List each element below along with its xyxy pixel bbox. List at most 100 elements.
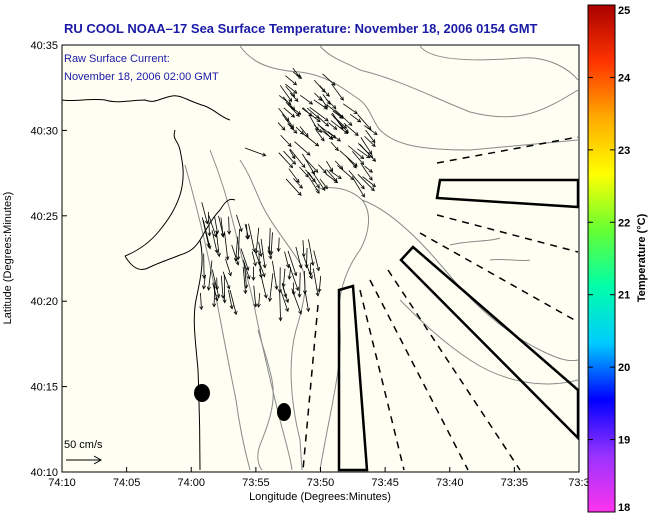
current-vector	[330, 120, 348, 134]
current-vector-head	[215, 230, 220, 235]
current-vector	[285, 178, 302, 196]
current-vector-head	[278, 317, 283, 322]
current-vector	[299, 126, 309, 137]
current-vector-head	[201, 285, 207, 290]
current-vector	[287, 104, 301, 115]
colorbar-tick-label: 20	[618, 362, 630, 374]
current-vector-head	[235, 261, 240, 266]
current-vector-head	[233, 257, 238, 262]
radial-dashed-lines	[302, 136, 579, 471]
current-vector-head	[226, 285, 231, 290]
current-vector-head	[207, 232, 212, 237]
current-vector	[215, 230, 220, 257]
current-vector-head	[357, 118, 362, 123]
current-vector-head	[323, 105, 328, 110]
current-vector-head	[245, 266, 250, 271]
current-vector	[308, 239, 314, 266]
current-vector-head	[334, 146, 339, 152]
current-vector	[236, 214, 243, 232]
current-vector	[212, 282, 218, 301]
colorbar-label: Temperature (°C)	[636, 213, 648, 302]
current-vector-head	[304, 264, 309, 269]
current-vector	[306, 107, 320, 119]
current-vector	[334, 160, 343, 170]
current-vector	[208, 215, 217, 237]
current-vector	[364, 165, 373, 173]
current-vector-head	[252, 248, 256, 253]
current-vector-head	[276, 248, 281, 253]
solid-wedges	[337, 178, 580, 472]
current-vector	[303, 256, 313, 279]
current-vector	[203, 274, 206, 289]
current-vector	[313, 250, 320, 271]
colorbar-tick-label: 18	[618, 502, 630, 514]
current-vector	[255, 227, 260, 254]
current-vector-head	[339, 96, 344, 101]
current-vector	[330, 141, 339, 151]
current-vector-head	[274, 285, 279, 291]
current-vector-head	[332, 105, 337, 110]
current-vector	[357, 173, 375, 191]
x-tick-label: 73:3	[568, 477, 589, 489]
current-vector-head	[285, 307, 289, 313]
current-vector	[301, 153, 315, 175]
current-vector-head	[325, 92, 330, 97]
current-vector	[318, 116, 329, 127]
current-vector	[326, 98, 337, 109]
current-vector	[207, 211, 210, 236]
current-vector-head	[222, 299, 227, 304]
current-vector-head	[267, 297, 273, 302]
colorbar-ticks: 18 19 20 21 22 23 24 25	[588, 4, 631, 514]
current-vector	[278, 152, 293, 168]
current-vector	[259, 262, 262, 278]
current-vector	[289, 92, 299, 102]
current-vector	[334, 109, 353, 126]
current-vector-head	[308, 275, 313, 280]
x-axis-label: Longitude (Degrees:Minutes)	[249, 491, 391, 503]
current-vector-head	[333, 125, 338, 130]
current-vector-head	[339, 165, 344, 170]
current-vector-head	[216, 252, 221, 258]
current-vector	[292, 282, 295, 295]
x-tick-label: 74:00	[177, 477, 205, 489]
current-vector	[361, 164, 373, 181]
current-vector	[299, 166, 309, 178]
x-tick-label: 74:05	[113, 477, 141, 489]
current-vector-head	[314, 168, 319, 173]
current-vector-head	[301, 163, 306, 169]
current-vector	[228, 289, 233, 309]
current-vector-head	[212, 303, 217, 308]
current-vector-head	[361, 193, 365, 198]
x-tick-label: 73:50	[307, 477, 335, 489]
coastline	[61, 95, 236, 471]
current-vector-head	[257, 261, 262, 266]
current-vector	[347, 145, 364, 159]
current-vector-head	[304, 133, 309, 138]
current-vector	[279, 85, 292, 102]
current-vector	[364, 135, 376, 147]
current-vector-head	[269, 251, 274, 256]
current-vector-head	[344, 129, 349, 134]
x-axis: 74:10 74:05 74:00 73:55 73:50 73:45 73:40 73:35…	[48, 467, 590, 489]
current-vector	[220, 217, 224, 238]
current-vector	[225, 258, 232, 276]
current-vector-head	[207, 245, 212, 250]
current-vector-head	[324, 117, 329, 122]
current-vector-head	[285, 298, 290, 304]
current-vector	[280, 289, 289, 312]
current-vector-head	[372, 157, 377, 162]
colorbar-tick-label: 22	[618, 217, 630, 229]
current-vector	[348, 170, 365, 189]
current-vector-head	[246, 275, 251, 280]
current-vector-head	[320, 137, 325, 142]
current-vector	[246, 224, 248, 239]
shoal-dot	[194, 384, 210, 402]
current-vector-head	[368, 176, 373, 181]
current-vector-head	[318, 128, 323, 133]
current-vector-head	[254, 249, 259, 255]
current-vector-head	[253, 262, 257, 267]
current-vector	[222, 271, 230, 289]
current-vector	[357, 114, 372, 130]
current-vector-head	[337, 175, 342, 180]
current-vector	[345, 155, 357, 169]
